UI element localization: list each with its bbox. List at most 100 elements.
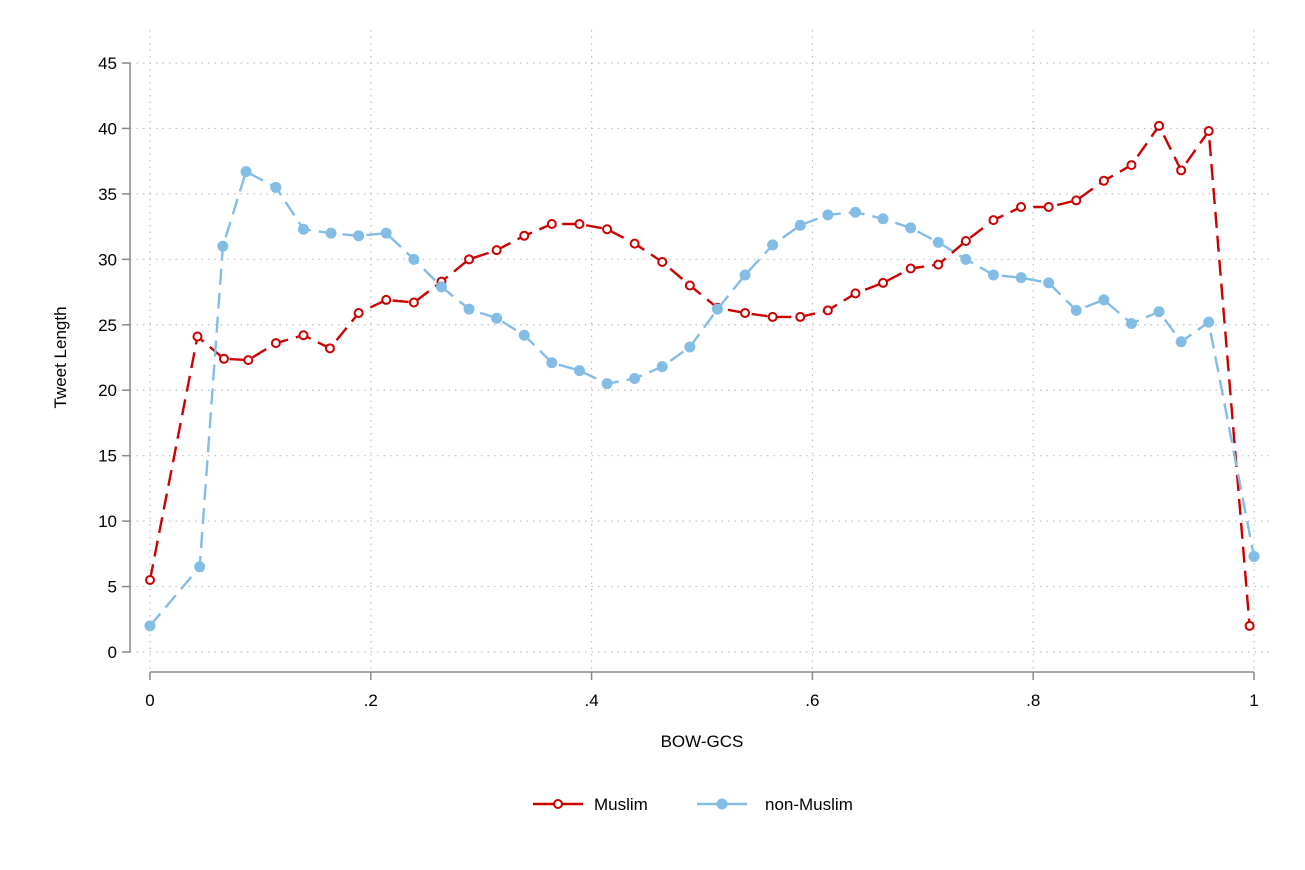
- data-point: [519, 230, 530, 241]
- data-point: [767, 311, 778, 322]
- y-tick-label: 5: [108, 578, 117, 597]
- data-point: [711, 303, 723, 315]
- legend-swatch-marker: [553, 799, 563, 809]
- series-line: [148, 124, 1251, 626]
- data-point: [739, 269, 751, 281]
- data-point: [602, 224, 613, 235]
- y-tick-label: 35: [98, 185, 117, 204]
- data-point: [243, 355, 254, 366]
- data-point: [877, 213, 889, 225]
- data-point: [1203, 126, 1214, 137]
- y-tick-label: 45: [98, 54, 117, 73]
- data-point: [491, 312, 503, 324]
- data-point: [932, 236, 944, 248]
- data-point: [629, 238, 640, 249]
- data-point: [1153, 306, 1165, 318]
- data-point: [270, 181, 282, 193]
- data-point: [297, 223, 309, 235]
- data-point: [850, 288, 861, 299]
- data-point: [849, 206, 861, 218]
- data-point: [325, 227, 337, 239]
- data-point: [298, 330, 309, 341]
- data-point: [905, 263, 916, 274]
- legend-label: Muslim: [594, 795, 648, 814]
- y-tick-label: 25: [98, 316, 117, 335]
- data-point: [988, 215, 999, 226]
- data-point: [1098, 175, 1109, 186]
- data-point: [518, 329, 530, 341]
- x-axis-title: BOW-GCS: [661, 732, 744, 751]
- y-axis-title: Tweet Length: [51, 306, 70, 408]
- data-point: [629, 372, 641, 384]
- legend: Muslim non-Muslim: [533, 795, 853, 814]
- data-point: [1244, 620, 1255, 631]
- y-tick-label: 0: [108, 643, 117, 662]
- data-point: [145, 575, 155, 586]
- y-tick-label: 40: [98, 119, 117, 138]
- data-point: [822, 305, 833, 316]
- axes: 0 5 10 15 20 25 30 35 40 45 0 .2 .4 .6 .8 1: [98, 54, 1259, 710]
- data-point: [144, 620, 156, 632]
- data-point: [657, 256, 668, 267]
- data-point: [1126, 160, 1137, 171]
- data-point: [353, 230, 365, 242]
- data-point: [960, 253, 972, 265]
- x-tick-label: 1: [1249, 691, 1258, 710]
- x-tick-label: 0: [145, 691, 154, 710]
- grid-lines: [130, 30, 1274, 672]
- legend-swatch-marker: [716, 798, 728, 810]
- data-point: [1098, 294, 1110, 306]
- data-point: [573, 365, 585, 377]
- series-line: [149, 170, 1256, 627]
- data-point: [353, 307, 364, 318]
- data-point: [933, 259, 944, 270]
- data-point: [1175, 336, 1187, 348]
- data-point: [1154, 120, 1165, 131]
- x-tick-label: .8: [1026, 691, 1040, 710]
- y-tick-label: 15: [98, 447, 117, 466]
- data-point: [324, 343, 335, 354]
- data-point: [740, 307, 751, 318]
- x-tick-label: .2: [364, 691, 378, 710]
- data-point: [546, 357, 558, 369]
- legend-item: Muslim: [533, 795, 648, 814]
- data-point: [905, 222, 917, 234]
- data-point: [408, 253, 420, 265]
- data-point: [822, 209, 834, 221]
- data-point: [684, 341, 696, 353]
- data-point: [1248, 550, 1260, 562]
- data-point: [1043, 277, 1055, 289]
- data-point: [240, 166, 252, 178]
- data-point: [1203, 316, 1215, 328]
- data-point: [794, 219, 806, 231]
- data-point: [546, 218, 557, 229]
- data-point: [218, 353, 229, 364]
- data-point: [1125, 317, 1137, 329]
- data-point: [960, 236, 971, 247]
- data-point: [270, 338, 281, 349]
- data-point: [408, 297, 419, 308]
- data-point: [1043, 201, 1054, 212]
- data-point: [1015, 272, 1027, 284]
- x-tick-label: .6: [805, 691, 819, 710]
- data-point: [463, 303, 475, 315]
- data-point: [464, 254, 475, 265]
- legend-item: non-Muslim: [697, 795, 853, 814]
- data-point: [194, 561, 206, 573]
- y-tick-label: 30: [98, 250, 117, 269]
- data-point: [601, 378, 613, 390]
- data-point: [1071, 195, 1082, 206]
- data-point: [684, 280, 695, 291]
- data-point: [380, 227, 392, 239]
- series-layer: [144, 120, 1260, 632]
- data-point: [1016, 201, 1027, 212]
- data-point: [656, 361, 668, 373]
- data-point: [1070, 304, 1082, 316]
- x-tick-label: .4: [585, 691, 599, 710]
- data-point: [192, 331, 203, 342]
- y-tick-label: 10: [98, 512, 117, 531]
- y-tick-label: 20: [98, 381, 117, 400]
- data-point: [435, 281, 447, 293]
